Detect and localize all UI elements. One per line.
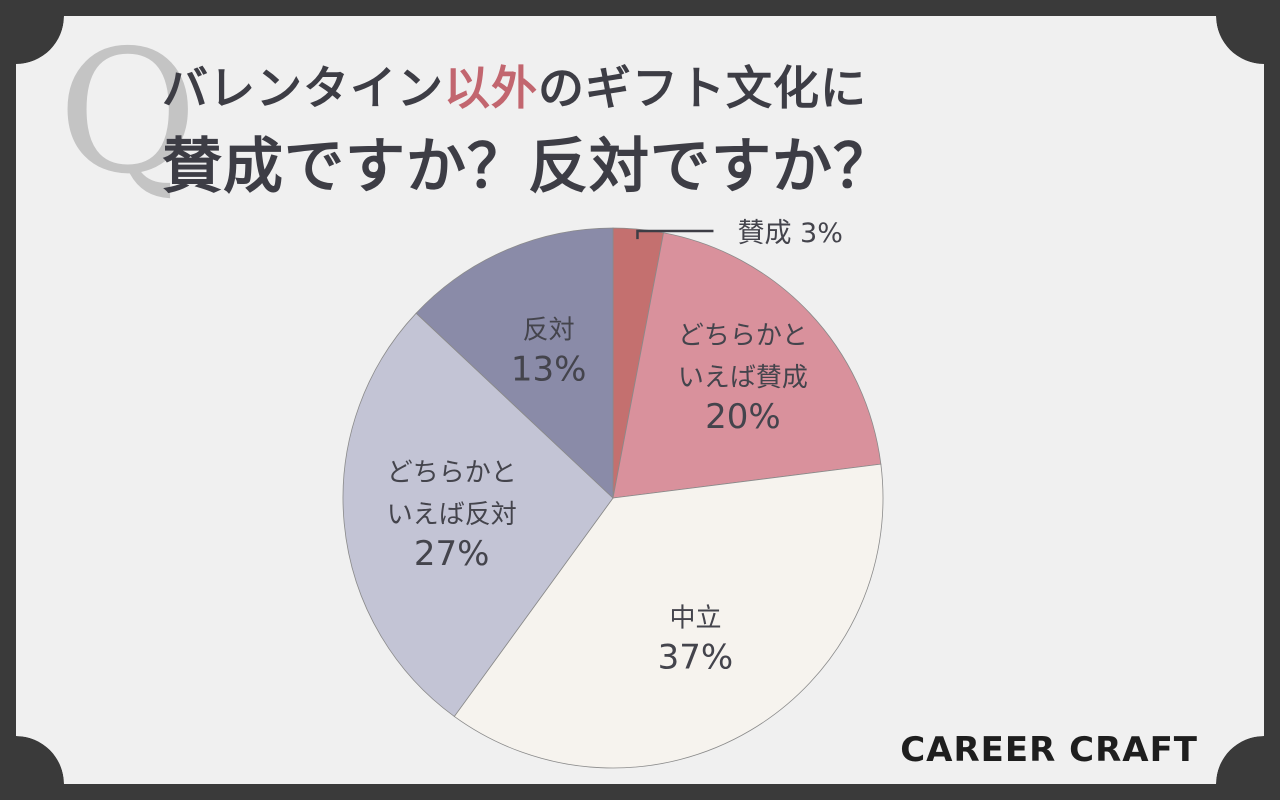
pie-slice-2 <box>453 463 884 769</box>
pie-slice-3 <box>342 312 614 717</box>
pie-slices <box>342 227 884 769</box>
title-line-2: 賛成ですか？反対ですか？ <box>162 132 894 202</box>
title-accent: 以外 <box>444 61 538 115</box>
slice-value-label-3: 27% <box>414 534 490 574</box>
brand-logo: CAREER CRAFT <box>900 730 1198 770</box>
slice-category-label-1: どちらかと <box>678 321 808 351</box>
title-line-1: バレンタイン以外のギフト文化に <box>162 52 867 118</box>
slice-value-label-2: 37% <box>658 637 734 677</box>
slice-value-label-1: 20% <box>705 397 781 437</box>
title-line-1-post: のギフト文化に <box>538 61 867 115</box>
slice-category-label-2: 中立 <box>669 603 721 633</box>
pie-slice-4 <box>415 227 614 499</box>
callout-label: 賛成 3% <box>737 218 842 249</box>
slice-category-label-4: 反対 <box>523 315 575 345</box>
slice-value-label-4: 13% <box>511 349 587 389</box>
slice-category-label-3: どちらかと <box>387 458 517 488</box>
q-mark: Q <box>58 14 198 212</box>
callout-line <box>636 229 714 240</box>
pie-slice-1 <box>612 232 882 499</box>
slice-category-label-3: いえば反対 <box>387 500 517 530</box>
slice-category-label-1: いえば賛成 <box>678 363 808 393</box>
title-line-1-pre: バレンタイン <box>162 61 444 115</box>
pie-labels: 賛成 3%どちらかといえば賛成20%中立37%どちらかといえば反対27%反対13… <box>387 218 843 677</box>
